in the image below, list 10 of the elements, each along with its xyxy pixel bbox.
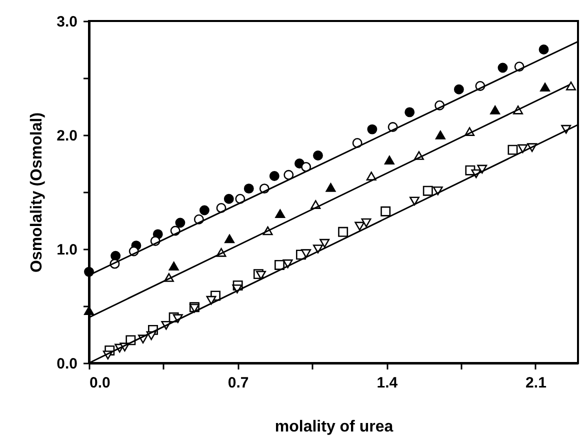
y-axis-title: Osmolality (Osmolal)	[28, 112, 46, 273]
x-tick-label: 0.7	[228, 374, 249, 392]
x-axis-title: molality of urea	[274, 418, 394, 436]
x-tick-label: 2.1	[526, 374, 546, 392]
x-tick-label: 1.4	[376, 374, 398, 392]
y-tick-label: 2.0	[56, 128, 78, 144]
y-tick-label: 3.0	[56, 14, 78, 30]
y-tick-label: 0.0	[56, 356, 78, 372]
x-tick-label: 0.0	[90, 374, 110, 392]
y-tick-label: 1.0	[56, 242, 78, 258]
